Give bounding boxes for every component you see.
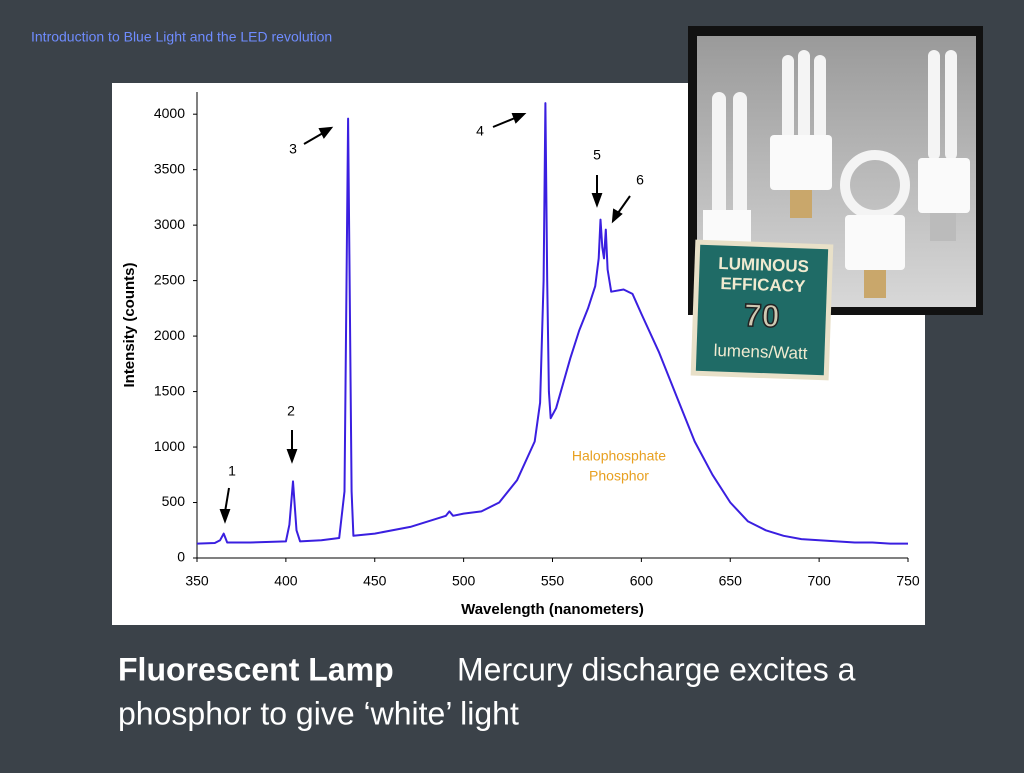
annotation: 4 — [476, 123, 484, 139]
x-tick-label: 400 — [274, 573, 298, 589]
photo — [688, 26, 983, 315]
y-tick-label: 1500 — [154, 382, 185, 398]
arrows — [219, 113, 631, 524]
y-tick-label: 0 — [177, 549, 185, 565]
caption-text: Mercury discharge excites a — [457, 651, 856, 687]
spectrum-line — [196, 102, 908, 545]
y-tick-label: 4000 — [154, 105, 185, 121]
annotation: 2 — [287, 403, 295, 419]
y-axis-label: Intensity (counts) — [121, 262, 138, 387]
x-axis-label: Wavelength (nanometers) — [461, 601, 644, 618]
badge-text: lumens/Watt — [713, 341, 808, 363]
y-tick-label: 2000 — [154, 327, 185, 343]
x-tick-label: 350 — [185, 573, 209, 589]
badge: LUMINOUS EFFICACY 70 lumens/Watt — [690, 239, 834, 381]
annotation: 1 — [228, 463, 236, 479]
y-tick-label: 1000 — [154, 438, 185, 454]
x-tick-label: 450 — [363, 573, 387, 589]
caption-text: phosphor to give ‘white’ light — [118, 695, 519, 731]
y-tick-label: 3000 — [154, 216, 185, 232]
caption-title: Fluorescent Lamp — [118, 651, 394, 687]
slide-header: Introduction to Blue Light and the LED r… — [31, 29, 332, 45]
annotation: 3 — [289, 141, 297, 157]
x-tick-label: 650 — [719, 573, 743, 589]
annotation: Phosphor — [589, 468, 649, 484]
annotation: 5 — [593, 147, 601, 163]
badge-number: 70 — [743, 297, 780, 334]
badge-text: LUMINOUS — [718, 254, 809, 276]
x-tick-label: 750 — [896, 573, 920, 589]
x-tick-label: 700 — [807, 573, 831, 589]
badge-text: EFFICACY — [720, 274, 806, 296]
annotation: 6 — [636, 172, 644, 188]
x-tick-label: 550 — [541, 573, 565, 589]
x-tick-label: 500 — [452, 573, 476, 589]
annotation: Halophosphate — [572, 448, 666, 464]
x-tick-label: 600 — [630, 573, 654, 589]
y-tick-label: 3500 — [154, 160, 185, 176]
y-tick-label: 2500 — [154, 271, 185, 287]
y-tick-label: 500 — [162, 493, 186, 509]
